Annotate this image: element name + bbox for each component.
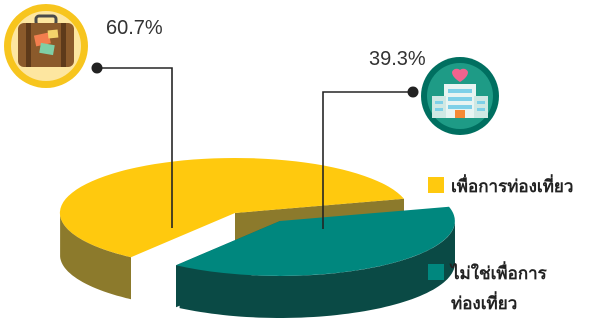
legend-label-non-tourism-line1: ไม่ใช่เพื่อการ bbox=[449, 261, 548, 284]
legend-swatch-non-tourism bbox=[428, 264, 444, 280]
leader-line-non-tourism bbox=[322, 91, 413, 229]
legend-label-non-tourism-line2: ท่องเที่ยว bbox=[451, 291, 517, 314]
leader-line-tourism bbox=[97, 67, 173, 228]
value-label-tourism: 60.7% bbox=[106, 17, 163, 39]
leader-dot-non-tourism bbox=[407, 86, 419, 98]
suitcase-icon bbox=[4, 4, 88, 88]
legend: เพื่อการท่องเที่ยว ไม่ใช่เพื่อการ ท่องเท… bbox=[428, 174, 573, 314]
pie-slice-non-tourism bbox=[176, 206, 455, 276]
legend-swatch-tourism bbox=[428, 177, 444, 193]
legend-label-tourism: เพื่อการท่องเที่ยว bbox=[451, 174, 573, 197]
leader-dot-tourism bbox=[91, 62, 103, 74]
pie-slice-tourism bbox=[59, 157, 404, 258]
slice-group-non-tourism bbox=[176, 206, 455, 318]
hospital-icon bbox=[421, 57, 499, 135]
value-label-non-tourism: 39.3% bbox=[369, 48, 426, 70]
